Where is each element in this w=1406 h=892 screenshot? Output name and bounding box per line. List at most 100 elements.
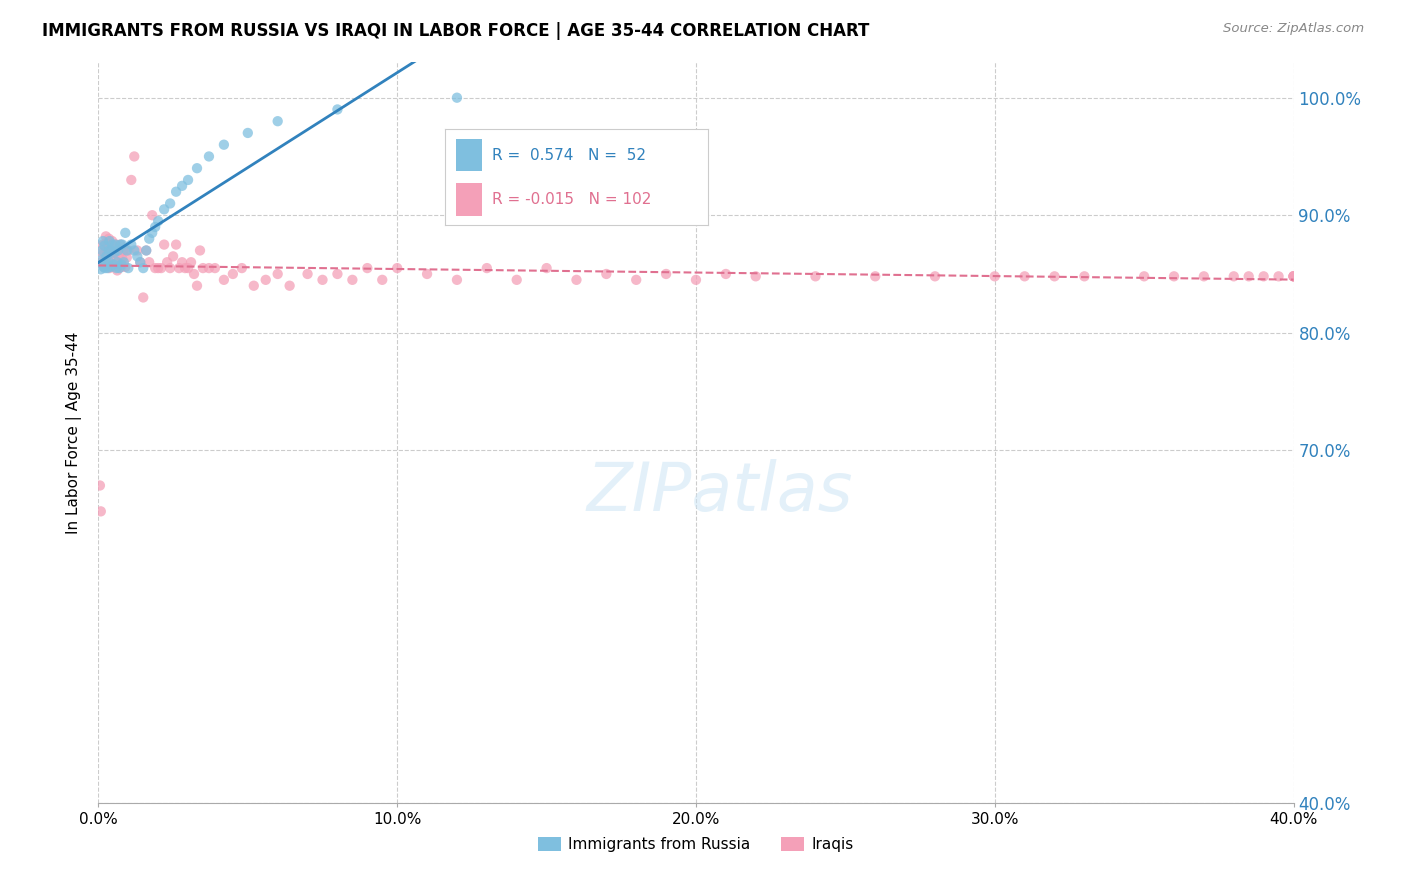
Point — [236, 126, 259, 140]
Point — [97, 237, 120, 252]
Point — [103, 258, 125, 272]
Point — [297, 267, 319, 281]
Point — [97, 252, 120, 267]
Point — [311, 273, 333, 287]
Point — [143, 219, 166, 234]
Point — [89, 478, 111, 492]
Point — [150, 261, 173, 276]
Point — [865, 269, 887, 284]
Point — [104, 237, 127, 252]
Point — [98, 260, 122, 274]
Point — [416, 267, 439, 281]
Point — [127, 249, 149, 263]
Point — [655, 267, 678, 281]
Point — [94, 237, 117, 252]
Point — [254, 273, 277, 287]
Legend: Immigrants from Russia, Iraqis: Immigrants from Russia, Iraqis — [531, 830, 860, 858]
Point — [685, 273, 707, 287]
Point — [267, 267, 290, 281]
Point — [91, 234, 114, 248]
Point — [112, 244, 135, 258]
Point — [174, 261, 197, 276]
Point — [745, 269, 768, 284]
Point — [191, 261, 214, 276]
Point — [96, 245, 118, 260]
Point — [342, 273, 364, 287]
Point — [93, 239, 115, 253]
Point — [626, 273, 648, 287]
Point — [167, 261, 190, 276]
Point — [243, 278, 266, 293]
Point — [120, 173, 142, 187]
Point — [107, 244, 129, 258]
Point — [138, 255, 160, 269]
Point — [114, 226, 136, 240]
Point — [165, 237, 187, 252]
Point — [385, 261, 409, 276]
Point — [446, 91, 468, 105]
Point — [110, 237, 132, 252]
Point — [804, 269, 827, 284]
Point — [98, 252, 122, 267]
Point — [204, 261, 226, 276]
Point — [114, 260, 136, 274]
Point — [117, 261, 139, 276]
Point — [1014, 269, 1036, 284]
Text: ZIPatlas: ZIPatlas — [586, 458, 853, 524]
Text: IMMIGRANTS FROM RUSSIA VS IRAQI IN LABOR FORCE | AGE 35-44 CORRELATION CHART: IMMIGRANTS FROM RUSSIA VS IRAQI IN LABOR… — [42, 22, 869, 40]
Point — [103, 252, 125, 267]
Point — [115, 244, 138, 258]
Point — [212, 273, 235, 287]
Point — [90, 252, 112, 267]
Point — [98, 234, 121, 248]
Point — [90, 504, 112, 518]
Point — [1253, 269, 1275, 284]
Point — [132, 290, 155, 304]
Point — [93, 260, 115, 274]
Point — [105, 255, 128, 269]
Point — [108, 261, 131, 276]
Point — [97, 244, 120, 258]
Point — [153, 237, 176, 252]
Point — [138, 232, 160, 246]
Point — [120, 237, 142, 252]
Point — [212, 137, 235, 152]
Point — [198, 149, 221, 163]
Point — [94, 261, 117, 276]
Point — [94, 258, 117, 272]
Point — [97, 232, 120, 246]
Point — [127, 244, 149, 258]
Point — [110, 258, 132, 272]
Point — [148, 261, 170, 276]
Point — [129, 255, 152, 269]
Point — [506, 273, 529, 287]
Point — [93, 260, 115, 274]
Point — [565, 273, 588, 287]
Point — [135, 244, 157, 258]
Point — [124, 244, 146, 258]
Point — [110, 237, 132, 252]
Point — [98, 261, 121, 276]
Point — [103, 260, 125, 274]
Point — [100, 244, 122, 258]
Point — [107, 255, 129, 269]
Point — [112, 255, 135, 269]
Point — [124, 149, 146, 163]
Point — [278, 278, 301, 293]
Point — [1192, 269, 1215, 284]
Point — [105, 237, 128, 252]
Point — [103, 245, 125, 260]
Point — [143, 261, 166, 276]
Point — [714, 267, 737, 281]
Point — [172, 255, 194, 269]
Point — [104, 245, 127, 260]
Point — [180, 255, 202, 269]
Point — [159, 261, 181, 276]
Point — [165, 185, 187, 199]
Point — [101, 234, 124, 248]
Point — [177, 173, 200, 187]
Point — [153, 202, 176, 217]
Point — [96, 255, 118, 269]
Point — [1282, 269, 1305, 284]
Point — [475, 261, 498, 276]
